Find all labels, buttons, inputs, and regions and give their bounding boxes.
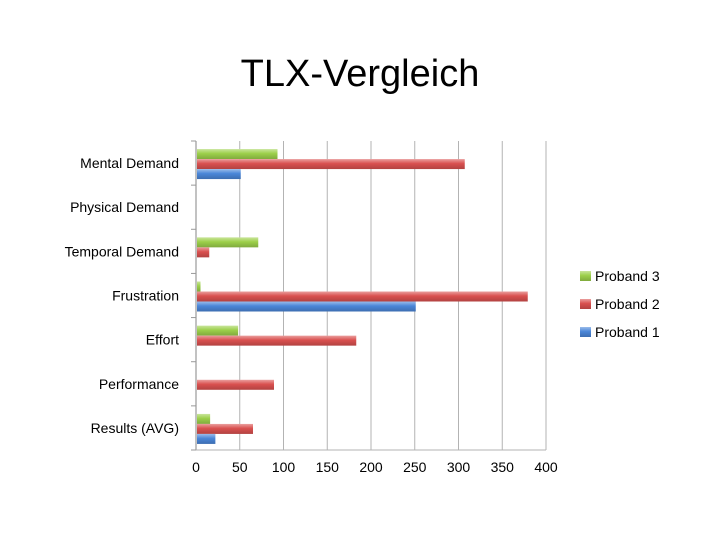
bar-proband-1-frustration xyxy=(197,301,416,312)
bar-proband-1-mental-demand xyxy=(197,169,241,180)
bar-proband-3-mental-demand xyxy=(197,149,278,160)
x-tick-label: 200 xyxy=(359,459,383,475)
category-label: Mental Demand xyxy=(80,155,179,171)
x-tick-label: 100 xyxy=(272,459,296,475)
category-label: Frustration xyxy=(112,288,179,304)
category-label: Results (AVG) xyxy=(91,420,179,436)
bar-proband-3-temporal-demand xyxy=(197,237,259,248)
x-tick-label: 0 xyxy=(192,459,200,475)
x-tick-label: 350 xyxy=(491,459,515,475)
category-label: Effort xyxy=(146,332,179,348)
axes: 0 50 100 150 200 250 300 350 400 Mental Demand Phy… xyxy=(65,140,558,475)
legend-swatch xyxy=(580,299,591,309)
bar-proband-3-results-avg xyxy=(197,413,211,424)
chart-title: TLX-Vergleich xyxy=(241,53,480,95)
legend-label: Proband 1 xyxy=(595,324,660,340)
legend-label: Proband 2 xyxy=(595,296,660,312)
bar-proband-3-effort xyxy=(197,325,239,336)
x-tick-label: 300 xyxy=(447,459,471,475)
bar-proband-2-results-avg xyxy=(197,423,253,434)
bar-proband-1-results-avg xyxy=(197,433,216,444)
legend-swatch xyxy=(580,271,591,281)
legend-label: Proband 3 xyxy=(595,268,660,284)
bar-proband-2-mental-demand xyxy=(197,159,465,170)
legend-swatch xyxy=(580,327,591,337)
bar-proband-2-frustration xyxy=(197,291,528,302)
legend: Proband 3 Proband 2 Proband 1 xyxy=(580,268,660,340)
category-label: Physical Demand xyxy=(70,199,179,215)
x-tick-label: 150 xyxy=(316,459,340,475)
bar-proband-2-temporal-demand xyxy=(197,247,210,258)
bars xyxy=(197,149,528,444)
x-tick-label: 250 xyxy=(403,459,427,475)
bar-proband-3-frustration xyxy=(197,281,201,292)
bar-proband-2-effort xyxy=(197,335,357,346)
category-label: Performance xyxy=(99,376,179,392)
x-tick-label: 50 xyxy=(232,459,248,475)
category-label: Temporal Demand xyxy=(65,243,179,259)
x-tick-label: 400 xyxy=(534,459,558,475)
bar-proband-2-performance xyxy=(197,379,274,390)
